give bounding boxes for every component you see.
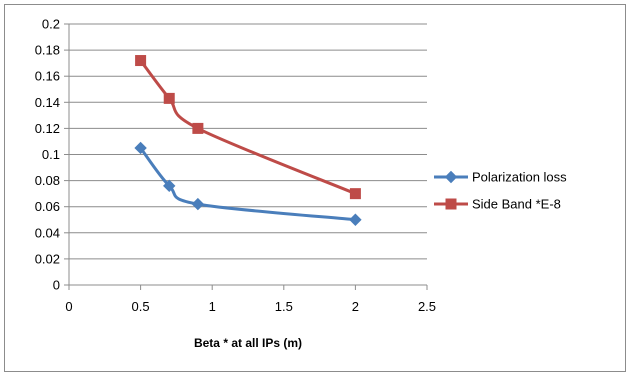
legend-marker [444,170,458,184]
y-tick-label: 0.2 [42,17,60,32]
y-tick-label: 0.06 [35,199,60,214]
series-2 [135,55,361,200]
legend-item: Polarization loss [434,170,567,185]
data-point-square [192,122,204,134]
x-axis-title: Beta * at all IPs (m) [194,336,302,350]
data-point-diamond [349,213,362,226]
series-1 [134,141,362,226]
y-tick-label: 0.08 [35,173,60,188]
series-line [139,146,357,222]
gridlines [69,23,427,260]
legend-label: Side Band *E-8 [472,197,561,212]
data-point-diamond [191,197,205,211]
y-tick-label: 0 [53,278,60,293]
series-line [139,59,357,196]
legend-marker [445,198,457,210]
data-point-square [349,188,361,200]
y-tick-label: 0.12 [35,121,60,136]
legend-label: Polarization loss [472,170,567,185]
y-tick-label: 0.14 [35,95,60,110]
series-layer [134,55,362,226]
x-tick-labels: 0 0.5 1 1.5 2 2.5 [65,285,436,314]
legend-item: Side Band *E-8 [434,197,561,212]
x-tick-label: 2.5 [418,299,436,314]
x-tick-label: 1.5 [275,299,293,314]
data-point-diamond [163,179,176,193]
y-tick-label: 0.02 [35,251,60,266]
legend: Polarization loss Side Band *E-8 [434,170,567,212]
y-tick-label: 0.04 [35,225,60,240]
x-tick-label: 0.5 [132,299,150,314]
data-point-square [135,55,147,67]
chart-area [4,4,626,372]
data-point-diamond [134,141,147,155]
x-tick-label: 2 [352,299,359,314]
y-tick-label: 0.1 [42,147,60,162]
y-tick-label: 0.18 [35,43,60,58]
x-tick-label: 1 [209,299,216,314]
y-tick-labels: 0 0.02 0.04 0.06 0.08 0.1 0.12 0.14 0.16 0.18 0.2 [35,17,69,293]
data-point-square [163,92,175,104]
x-tick-label: 0 [65,299,72,314]
y-tick-label: 0.16 [35,69,60,84]
